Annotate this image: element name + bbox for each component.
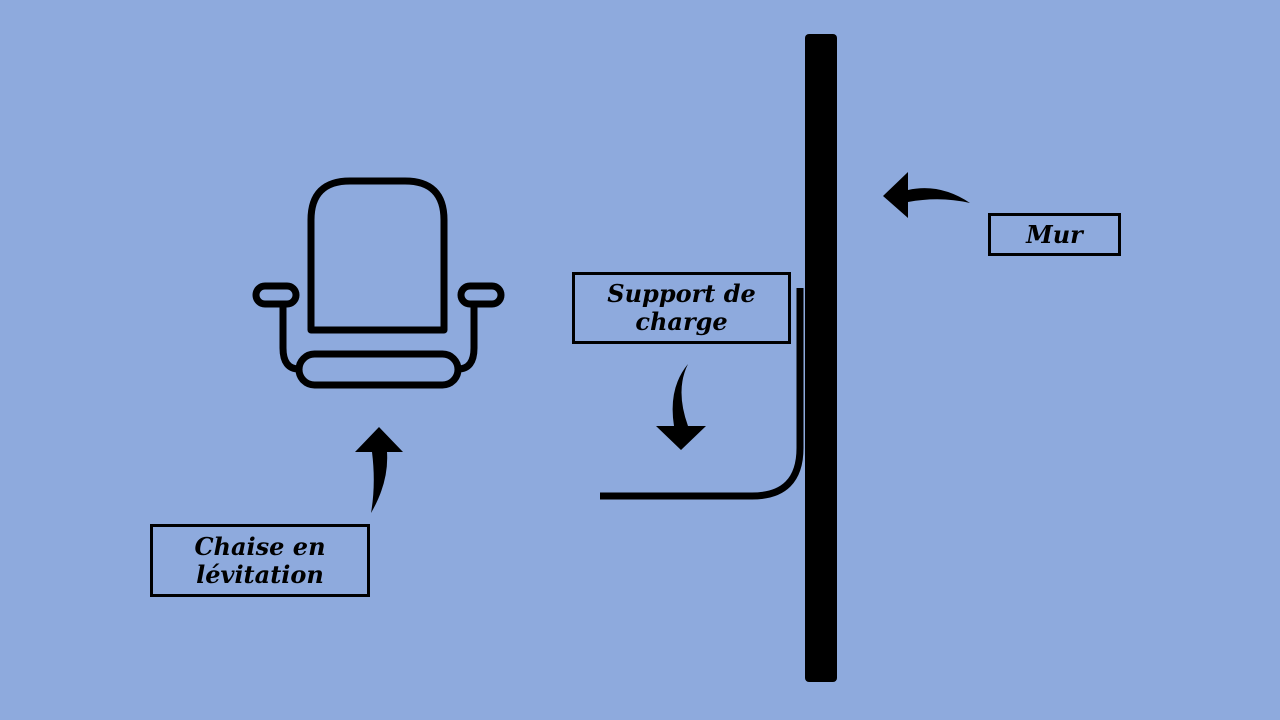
curved-arrow-icon [656, 364, 706, 450]
wall-bar [805, 34, 837, 682]
label-mur: Mur [988, 213, 1121, 256]
chair-right-armrest [457, 282, 505, 308]
chair-icon [252, 177, 505, 389]
chair-right-arm-support [454, 300, 478, 373]
curved-arrow-icon [355, 427, 403, 513]
chair-backrest [307, 177, 448, 334]
chair-left-arm-support [279, 300, 303, 373]
load-bracket-line [600, 288, 804, 500]
curved-arrow-icon [883, 172, 970, 218]
chair-left-armrest [252, 282, 300, 308]
label-chaise-en-levitation: Chaise en lévitation [150, 524, 370, 597]
label-support-de-charge: Support de charge [572, 272, 791, 344]
chair-seat [295, 350, 462, 389]
